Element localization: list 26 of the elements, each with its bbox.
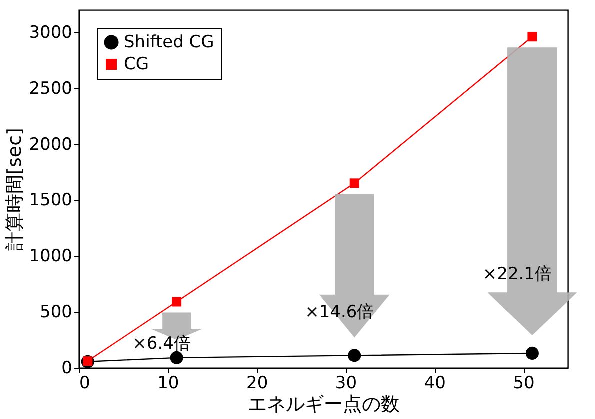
y-tick-label: 2500 <box>29 78 72 99</box>
y-tick-label: 2000 <box>29 134 72 155</box>
x-tick-label: 50 <box>513 374 535 394</box>
point <box>170 351 184 364</box>
y-tick-label: 0 <box>62 358 72 378</box>
y-tick-label: 1000 <box>29 246 72 267</box>
y-tick-label: 1500 <box>29 190 72 211</box>
point <box>172 297 182 307</box>
x-tick-label: 40 <box>424 374 446 394</box>
annotation: ×22.1倍 <box>482 264 552 284</box>
x-tick-label: 10 <box>158 374 180 394</box>
legend-label: Shifted CG <box>124 32 214 52</box>
x-tick-label: 20 <box>246 374 268 394</box>
x-axis-title: エネルギー点の数 <box>248 394 400 416</box>
y-tick-label: 500 <box>40 302 72 323</box>
x-tick-label: 30 <box>335 374 358 394</box>
annotation: ×6.4倍 <box>132 334 191 354</box>
annotation: ×14.6倍 <box>305 302 374 323</box>
point <box>350 178 360 188</box>
point <box>526 346 539 360</box>
point <box>528 32 538 42</box>
y-tick-label: 3000 <box>29 22 72 43</box>
x-tick-label: 0 <box>80 374 90 394</box>
point <box>348 349 362 362</box>
legend-label: CG <box>124 54 150 74</box>
y-axis-title: 計算時間[sec] <box>4 128 26 251</box>
